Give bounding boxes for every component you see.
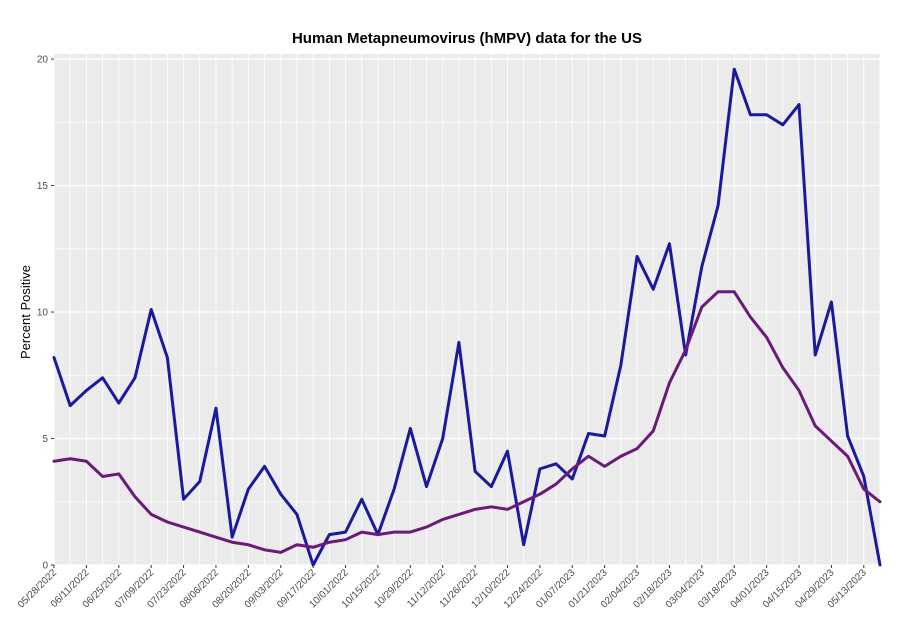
y-axis: 0 5 10 15 20 xyxy=(37,55,54,572)
y-tick-label: 15 xyxy=(37,181,49,192)
y-axis-title: Percent Positive xyxy=(18,265,33,359)
y-tick-label: 5 xyxy=(42,434,48,445)
chart-title: Human Metapneumovirus (hMPV) data for th… xyxy=(292,30,642,47)
series-line-1 xyxy=(52,67,882,567)
grid xyxy=(53,54,881,566)
y-tick-label: 0 xyxy=(42,561,48,572)
y-tick-label: 20 xyxy=(37,55,49,66)
plot-background xyxy=(54,54,880,565)
series-line-2 xyxy=(52,290,882,554)
series-layer xyxy=(52,67,882,567)
y-tick-label: 10 xyxy=(37,308,49,319)
x-axis: 05/28/202206/11/202206/25/202207/09/2022… xyxy=(16,565,869,611)
